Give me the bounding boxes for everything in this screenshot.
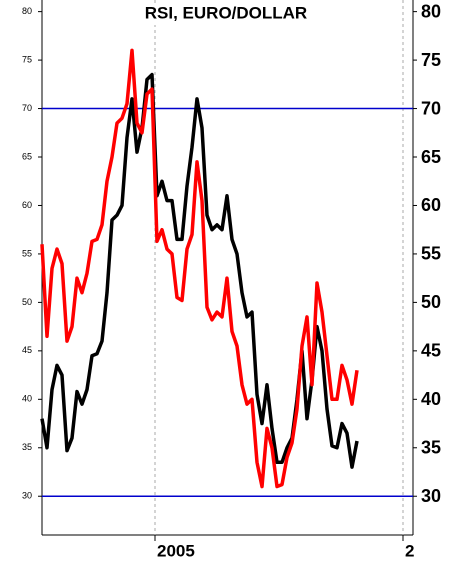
x-tick-label: 2005: [157, 541, 195, 560]
y-tick-label: 80: [22, 6, 32, 16]
y-tick-label: 30: [22, 491, 32, 501]
y2-tick-label: 45: [421, 341, 441, 361]
y2-tick-label: 50: [421, 292, 441, 312]
y2-tick-label: 80: [421, 1, 441, 21]
y2-tick-label: 70: [421, 98, 441, 118]
x-tick-label: 2: [405, 541, 414, 560]
y-tick-label: 55: [22, 248, 32, 258]
y-tick-label: 70: [22, 103, 32, 113]
y-tick-label: 60: [22, 200, 32, 210]
y-tick-label: 50: [22, 297, 32, 307]
y-tick-label: 45: [22, 345, 32, 355]
y-tick-label: 75: [22, 54, 32, 64]
series-line: [40, 72, 359, 469]
chart-title: RSI, EURO/DOLLAR: [145, 3, 307, 22]
y-tick-label: 40: [22, 394, 32, 404]
y2-tick-label: 75: [421, 50, 441, 70]
series-line: [40, 48, 359, 489]
y2-tick-label: 55: [421, 244, 441, 264]
y2-tick-label: 35: [421, 438, 441, 458]
title-background: [125, 3, 325, 25]
y2-tick-label: 40: [421, 389, 441, 409]
y2-tick-label: 65: [421, 147, 441, 167]
y-tick-label: 35: [22, 442, 32, 452]
y2-tick-label: 60: [421, 195, 441, 215]
y2-tick-label: 30: [421, 486, 441, 506]
y-tick-label: 65: [22, 151, 32, 161]
